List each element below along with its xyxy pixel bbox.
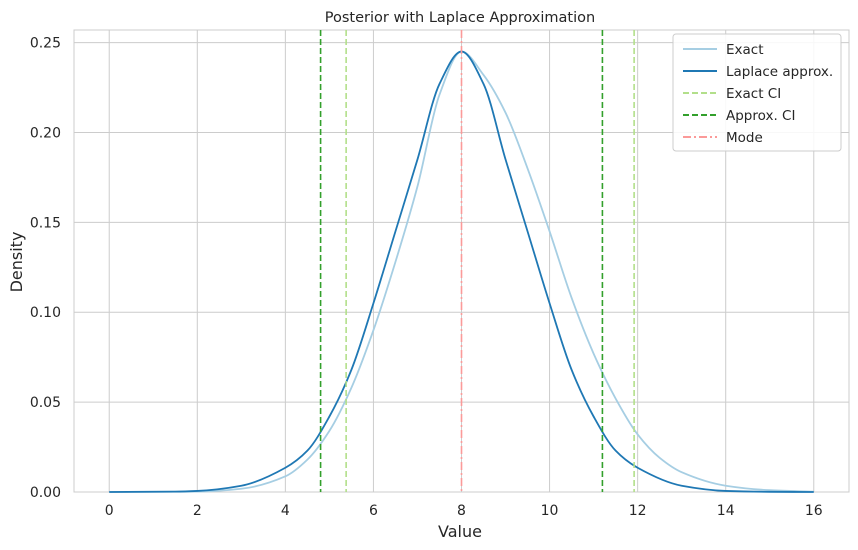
legend-item-laplace: Laplace approx. xyxy=(683,64,833,80)
x-tick-label: 0 xyxy=(105,503,114,519)
legend-item-exact: Exact xyxy=(683,42,764,58)
y-tick-label: 0.00 xyxy=(30,485,61,501)
legend-label-laplace: Laplace approx. xyxy=(726,64,833,80)
x-tick-label: 16 xyxy=(805,503,823,519)
legend-label-mode: Mode xyxy=(726,130,763,146)
y-tick-label: 0.25 xyxy=(30,36,61,52)
x-tick-label: 4 xyxy=(281,503,290,519)
legend-item-exact-ci: Exact CI xyxy=(683,86,781,102)
legend-label-approx-ci: Approx. CI xyxy=(726,108,795,124)
x-axis-label: Value xyxy=(438,522,482,541)
x-tick-label: 14 xyxy=(717,503,735,519)
reference-lines xyxy=(319,30,635,492)
x-tick-label: 2 xyxy=(193,503,202,519)
y-tick-label: 0.15 xyxy=(30,215,61,231)
y-tick-label: 0.10 xyxy=(30,305,61,321)
y-axis-label: Density xyxy=(7,232,26,293)
y-ticks: 0.00 0.05 0.10 0.15 0.20 0.25 xyxy=(30,36,61,501)
legend-item-mode: Mode xyxy=(683,130,763,146)
y-tick-label: 0.05 xyxy=(30,395,61,411)
chart-title: Posterior with Laplace Approximation xyxy=(325,10,595,26)
x-tick-label: 8 xyxy=(457,503,466,519)
x-tick-label: 10 xyxy=(541,503,559,519)
legend-box xyxy=(672,33,842,152)
y-tick-label: 0.20 xyxy=(30,125,61,141)
legend-label-exact-ci: Exact CI xyxy=(726,86,781,102)
legend-label-exact: Exact xyxy=(726,42,764,58)
x-tick-label: 12 xyxy=(629,503,647,519)
x-ticks: 0 2 4 6 8 10 12 14 16 xyxy=(105,503,823,519)
legend-item-approx-ci: Approx. CI xyxy=(683,108,795,124)
legend: Exact Laplace approx. Exact CI Approx. C… xyxy=(672,33,842,152)
series-line-exact xyxy=(109,50,814,493)
x-tick-label: 6 xyxy=(369,503,378,519)
